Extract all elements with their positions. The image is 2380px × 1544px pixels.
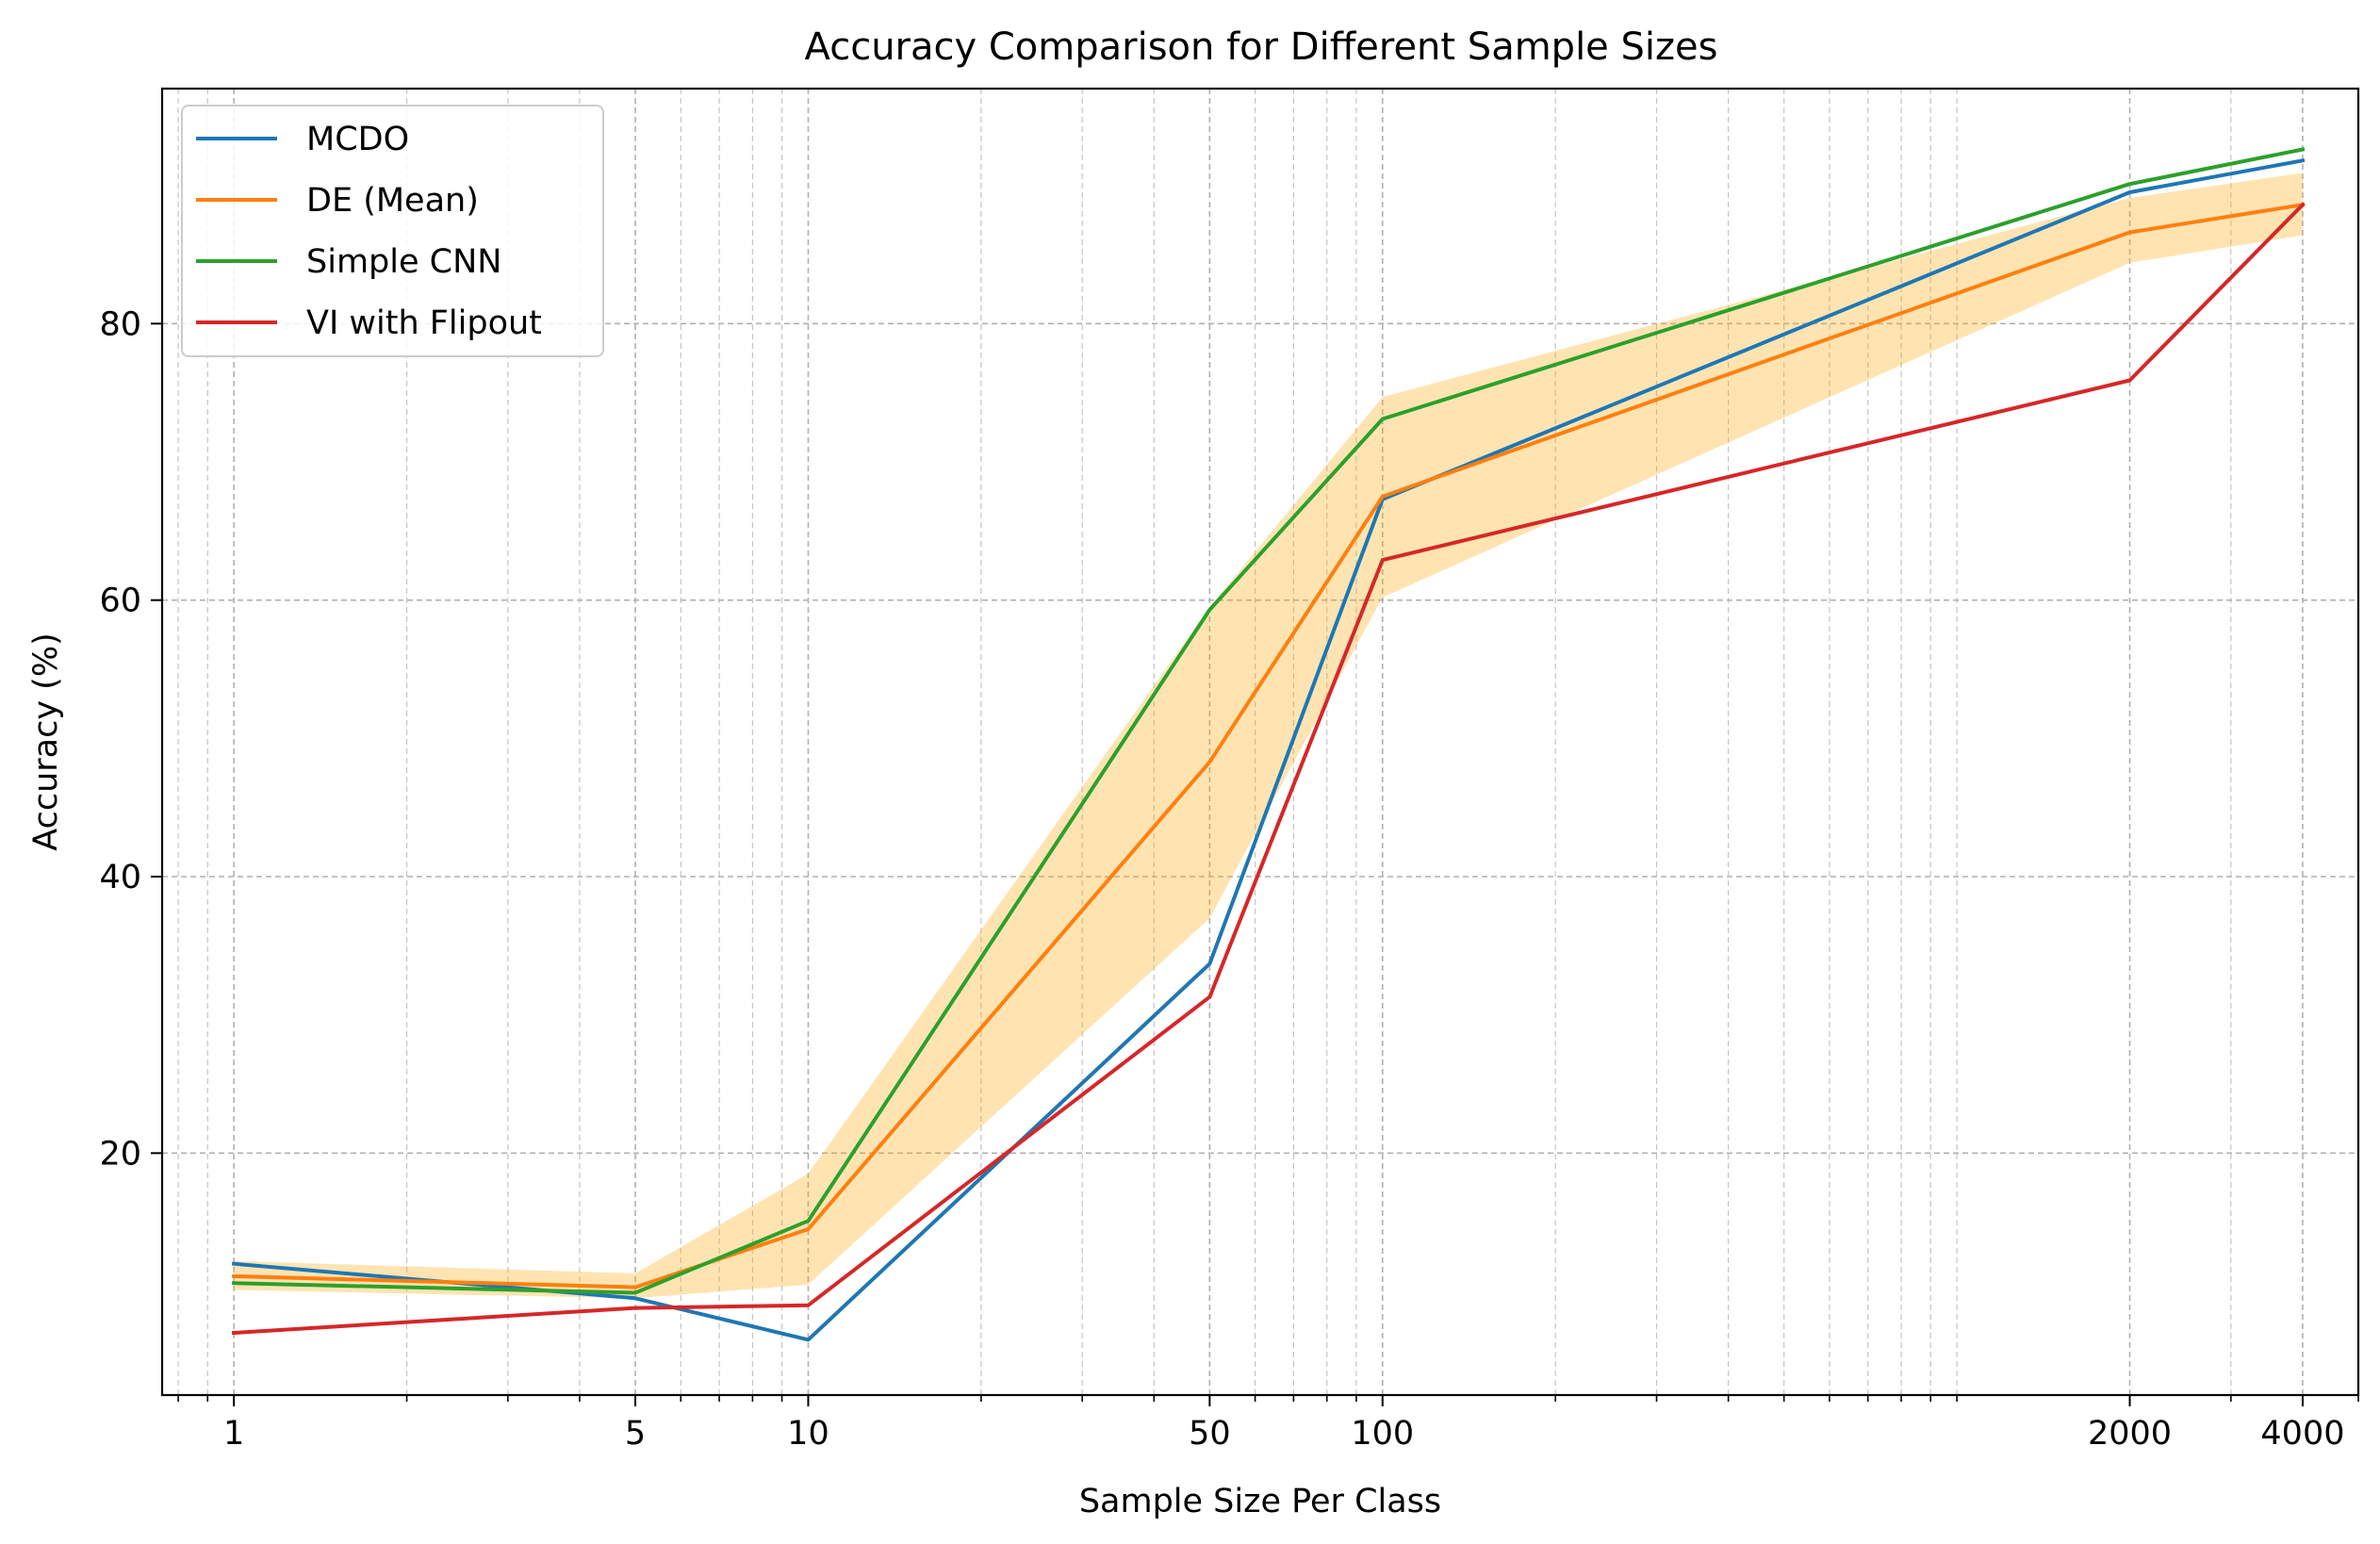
- x-axis-ticks: 1 5 10 50 100 2000 4000: [177, 1395, 2359, 1453]
- legend-box: [181, 105, 604, 357]
- x-tick-label: 10: [787, 1415, 829, 1453]
- legend-items: MCDO DE (Mean) Simple CNN VI with Flipout: [196, 121, 542, 342]
- de-confidence-band: [234, 172, 2303, 1299]
- x-tick-label: 100: [1351, 1415, 1414, 1453]
- x-tick-label: 5: [625, 1415, 646, 1453]
- legend-label-de-mean: DE (Mean): [306, 182, 479, 220]
- series-line-simple-cnn: [232, 147, 2306, 1295]
- y-axis-label: Accuracy (%): [27, 632, 65, 850]
- y-tick-label: 20: [99, 1135, 141, 1173]
- y-axis-ticks: 20 40 60 80: [99, 305, 162, 1173]
- x-tick-label: 50: [1189, 1415, 1231, 1453]
- series-lines: [231, 147, 2306, 1342]
- confidence-band-layer: [234, 172, 2303, 1299]
- plot-area-frame: [160, 87, 2360, 1397]
- legend-label-simple-cnn: Simple CNN: [306, 243, 501, 281]
- y-tick-label: 40: [99, 859, 141, 896]
- x-tick-label: 4000: [2260, 1415, 2344, 1453]
- legend-label-mcdo: MCDO: [306, 121, 409, 158]
- y-tick-label: 60: [99, 583, 141, 620]
- series-line-vi-with-flipout: [231, 202, 2306, 1336]
- legend: MCDO DE (Mean) Simple CNN VI with Flipout: [181, 105, 604, 357]
- series-line-de-mean: [232, 202, 2306, 1289]
- x-tick-label: 1: [223, 1415, 244, 1453]
- chart-title: Accuracy Comparison for Different Sample…: [805, 25, 1718, 69]
- y-tick-label: 80: [99, 305, 141, 343]
- legend-label-vi-with-flipout: VI with Flipout: [306, 304, 542, 342]
- series-line-mcdo: [231, 157, 2306, 1342]
- x-tick-label: 2000: [2088, 1415, 2172, 1453]
- x-axis-label: Sample Size Per Class: [1079, 1483, 1441, 1520]
